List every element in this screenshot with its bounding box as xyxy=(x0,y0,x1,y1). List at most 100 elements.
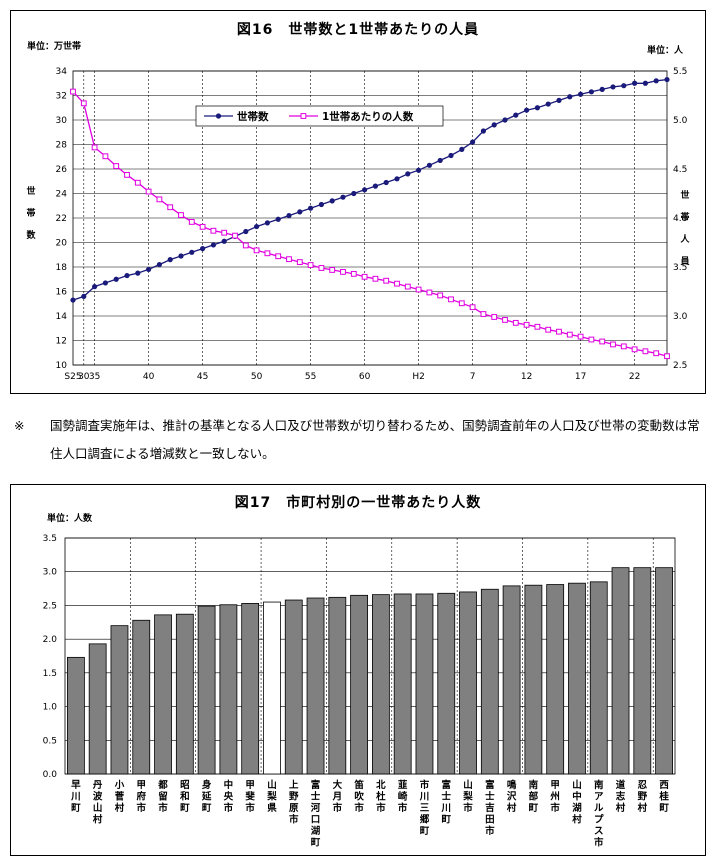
data-point-persons xyxy=(480,311,487,317)
bar-chart: 0.0 0.5 1.0 1.5 2.0 2.5 3.0 3.5 早川町 丹波山村 小菅村 甲府市 都留市… xyxy=(43,534,676,849)
plot-area xyxy=(72,70,668,366)
bar xyxy=(546,584,565,775)
data-point-households xyxy=(394,176,400,182)
data-point-households xyxy=(642,80,649,86)
y-tick-label-left: 32 xyxy=(56,92,67,102)
data-point-households xyxy=(588,89,595,95)
x-tick-label: 40 xyxy=(143,372,155,382)
legend: 世帯数 1世帯あたりの人数 xyxy=(195,105,444,127)
data-point-persons xyxy=(599,338,606,345)
data-point-households xyxy=(448,152,454,159)
bar xyxy=(66,656,85,775)
data-point-households xyxy=(297,209,303,215)
data-point-persons xyxy=(134,179,141,186)
data-point-households xyxy=(653,78,659,84)
data-point-persons xyxy=(70,88,76,95)
bar xyxy=(437,592,456,775)
x-category-label: 甲州市 xyxy=(549,780,560,814)
data-point-households xyxy=(200,246,206,252)
bar xyxy=(88,643,107,775)
note-mark: ※ xyxy=(14,418,25,433)
data-point-households xyxy=(632,80,638,86)
data-point-households xyxy=(124,272,130,279)
data-point-persons xyxy=(642,348,649,355)
data-point-households xyxy=(513,112,519,118)
x-tick-label: 7 xyxy=(470,372,476,382)
y-tick-label-left: 20 xyxy=(56,239,68,249)
data-point-households xyxy=(416,167,422,173)
x-tick-label: 60 xyxy=(359,372,371,382)
data-point-persons xyxy=(566,331,573,338)
data-point-households xyxy=(610,84,616,90)
x-tick-label: 30 xyxy=(78,372,90,382)
data-point-households xyxy=(210,242,216,248)
x-category-label: 上野原市 xyxy=(289,779,299,826)
data-point-persons xyxy=(167,204,174,211)
data-point-persons xyxy=(372,275,379,282)
x-tick-label: 35 xyxy=(89,372,100,382)
bar xyxy=(132,619,151,775)
bar xyxy=(524,584,543,775)
x-category-label: 都留市 xyxy=(157,779,168,814)
x-category-label: 身延町 xyxy=(201,779,212,814)
y-tick-label: 0.0 xyxy=(43,770,58,780)
data-point-persons xyxy=(242,242,249,249)
data-point-persons xyxy=(512,319,519,326)
x-category-label: 西桂町 xyxy=(658,780,669,814)
data-point-households xyxy=(599,86,605,92)
bar xyxy=(415,593,434,775)
x-tick-label: H2 xyxy=(412,372,425,382)
bar-prefecture-average xyxy=(263,601,281,775)
data-point-persons xyxy=(199,223,206,230)
data-point-persons xyxy=(588,336,595,343)
data-point-households xyxy=(480,128,486,134)
y-tick-label-left: 14 xyxy=(56,312,68,322)
data-point-persons xyxy=(491,314,498,320)
data-point-persons xyxy=(620,343,627,350)
data-point-persons xyxy=(307,262,314,268)
data-point-households xyxy=(167,257,173,263)
y-tick-label-left: 18 xyxy=(56,263,68,273)
x-category-label: 南アルプス市 xyxy=(594,779,604,849)
data-point-persons xyxy=(631,346,638,353)
data-point-households xyxy=(318,201,324,208)
data-point-persons xyxy=(448,296,454,303)
data-point-households xyxy=(308,205,314,211)
data-point-households xyxy=(556,97,562,103)
data-point-households xyxy=(534,105,541,111)
bar xyxy=(175,613,194,775)
data-point-persons xyxy=(178,212,184,218)
unit-label: 単位：人数 xyxy=(47,514,93,524)
x-category-label: 小菅村 xyxy=(114,779,125,814)
y-tick-label-left: 34 xyxy=(56,67,68,77)
y-tick-label-right: 5.0 xyxy=(673,116,688,126)
left-unit-label: 単位：万世帯 xyxy=(27,42,82,52)
right-unit-label: 単位：人 xyxy=(646,46,683,56)
legend-households-label: 世帯数 xyxy=(237,110,269,123)
data-point-households xyxy=(491,122,497,128)
x-category-label: 昭和町 xyxy=(179,780,190,814)
data-point-persons xyxy=(653,350,660,357)
y-tick-label-right: 5.5 xyxy=(673,67,687,77)
x-category-label: 富士川町 xyxy=(440,779,451,826)
y-tick-label: 3.0 xyxy=(43,568,58,578)
y-tick-label-right: 4.5 xyxy=(673,165,687,175)
legend-box xyxy=(195,105,444,127)
data-point-households xyxy=(70,297,76,303)
data-point-households xyxy=(102,280,108,286)
data-point-persons xyxy=(188,219,195,225)
data-point-households xyxy=(264,220,270,226)
bar xyxy=(611,567,630,775)
x-tick-label: 55 xyxy=(305,372,316,382)
y-tick-label: 0.5 xyxy=(43,736,57,746)
y-tick-label: 1.5 xyxy=(43,669,57,679)
data-point-persons xyxy=(469,304,476,311)
data-point-households xyxy=(113,276,119,282)
y-tick-label-left: 10 xyxy=(56,361,68,371)
y-axis-left-label: 世帯数 xyxy=(26,187,36,241)
x-tick-label: 50 xyxy=(251,372,263,382)
data-point-persons xyxy=(556,328,562,335)
data-point-persons xyxy=(124,171,130,178)
y-tick-label-left: 22 xyxy=(56,214,67,224)
data-point-persons xyxy=(523,321,530,328)
